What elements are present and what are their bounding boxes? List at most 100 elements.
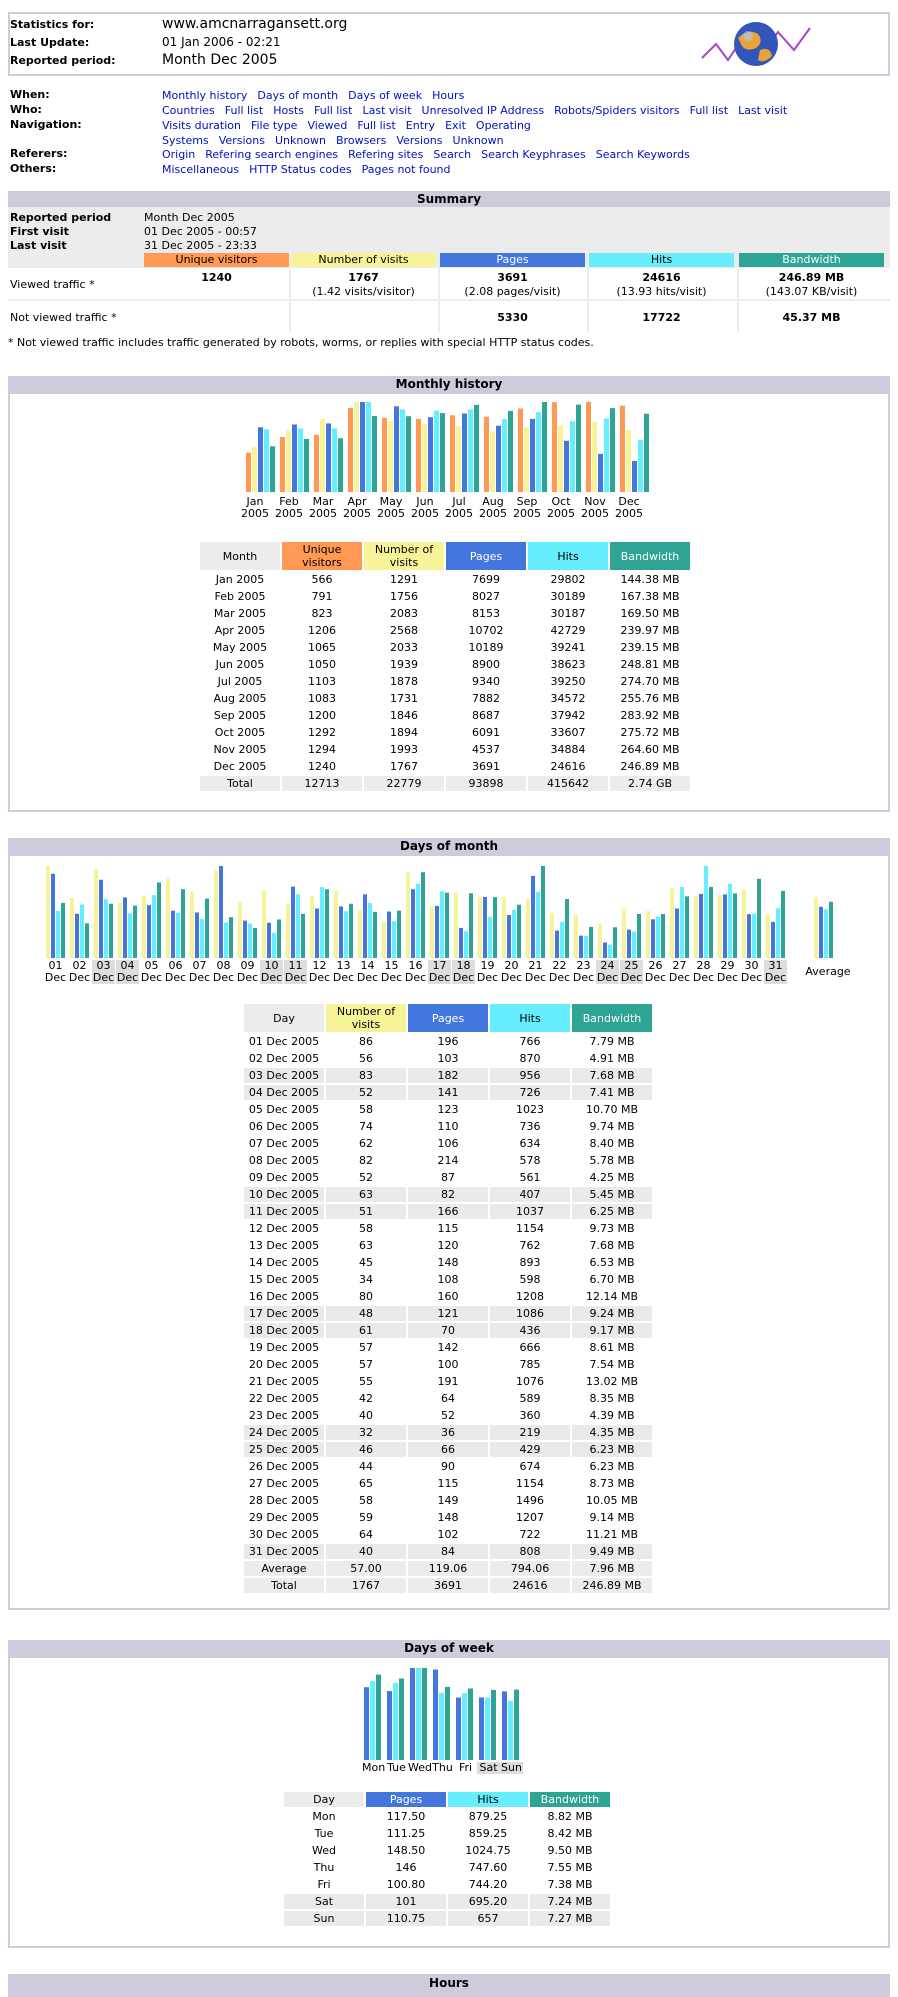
- summary-viewed-value: 246.89 MB: [778, 271, 845, 284]
- days-axis-day: 29: [720, 959, 735, 972]
- nav-link[interactable]: HTTP Status codes: [249, 163, 352, 176]
- nav-link[interactable]: Versions: [396, 134, 443, 147]
- nav-link[interactable]: Robots/Spiders visitors: [554, 104, 680, 117]
- nav-link[interactable]: Refering search engines: [205, 148, 339, 161]
- table-cell: 1496: [516, 1494, 544, 1507]
- nav-link[interactable]: Viewed: [307, 119, 348, 132]
- days-axis-label: 13 Dec: [332, 960, 355, 984]
- table-cell: 1154: [516, 1222, 544, 1235]
- nav-link[interactable]: Hosts: [273, 104, 304, 117]
- average-bar: [829, 901, 833, 958]
- table-cell: 1037: [490, 1204, 570, 1219]
- table-cell: 141: [408, 1085, 488, 1100]
- days-axis-month: Dec: [284, 971, 307, 984]
- bandwidth-bar: [406, 416, 411, 492]
- nav-link[interactable]: Search: [433, 148, 472, 161]
- pages-bar: [75, 913, 79, 958]
- table-row: Sun 110.75 657 7.27 MB: [284, 1911, 610, 1926]
- table-cell: 110.75: [366, 1911, 446, 1926]
- table-cell: 762: [519, 1239, 541, 1252]
- hits-bar: [344, 911, 348, 958]
- pages-bar: [219, 866, 223, 958]
- hits-bar: [632, 931, 636, 958]
- monthly-axis-year: 2005: [275, 507, 303, 520]
- visits-bar: [286, 430, 291, 492]
- days-axis-label: 31 Dec: [764, 960, 787, 984]
- visits-bar: [718, 894, 722, 958]
- nav-link[interactable]: File type: [250, 119, 298, 132]
- table-column-header: Pages: [446, 542, 526, 570]
- hits-bar: [508, 1701, 513, 1760]
- pages-bar: [291, 886, 295, 958]
- nav-link[interactable]: Hours: [432, 89, 465, 102]
- nav-link[interactable]: Unknown: [452, 134, 504, 147]
- table-cell: 33607: [550, 726, 586, 739]
- visits-bar: [598, 923, 602, 958]
- table-cell: 28 Dec 2005: [248, 1494, 320, 1507]
- nav-link[interactable]: Miscellaneous: [162, 163, 240, 176]
- nav-link[interactable]: Full list: [357, 119, 396, 132]
- days-axis-day: 13: [336, 959, 351, 972]
- days-axis-day: 07: [192, 959, 207, 972]
- hits-bar: [128, 913, 132, 958]
- table-row: 05 Dec 2005 58 123 1023 10.70 MB: [244, 1102, 652, 1117]
- nav-link[interactable]: Monthly history: [162, 89, 248, 102]
- pages-bar: [387, 1691, 392, 1760]
- table-cell: Average: [244, 1561, 324, 1576]
- nav-link[interactable]: Last visit: [738, 104, 788, 117]
- table-row: 10 Dec 2005 63 82 407 5.45 MB: [244, 1187, 652, 1202]
- nav-link[interactable]: Versions: [218, 134, 265, 147]
- table-cell: 70: [408, 1323, 488, 1338]
- visits-bar: [238, 902, 242, 958]
- visits-bar: [320, 418, 325, 492]
- days-axis-label: 23 Dec: [572, 960, 595, 984]
- nav-link[interactable]: Search Keywords: [595, 148, 690, 161]
- table-cell: 8.40 MB: [589, 1137, 635, 1150]
- table-cell: 02 Dec 2005: [248, 1052, 320, 1065]
- bandwidth-bar: [445, 1686, 450, 1760]
- nav-link[interactable]: Pages not found: [361, 163, 451, 176]
- table-cell: 726: [490, 1085, 570, 1100]
- nav-link[interactable]: Full list: [689, 104, 729, 117]
- nav-link[interactable]: Search Keyphrases: [481, 148, 586, 161]
- table-cell: 2.74 GB: [610, 776, 690, 791]
- nav-link[interactable]: Days of month: [257, 89, 339, 102]
- days-axis-label: 06 Dec: [164, 960, 187, 984]
- table-cell: 219: [490, 1425, 570, 1440]
- nav-link[interactable]: Origin: [162, 148, 196, 161]
- table-cell: 108: [437, 1273, 459, 1286]
- pages-bar: [51, 873, 55, 958]
- nav-link[interactable]: Refering sites: [348, 148, 424, 161]
- table-cell: 407: [490, 1187, 570, 1202]
- nav-link[interactable]: Visits duration: [162, 119, 241, 132]
- bandwidth-bar: [517, 904, 521, 958]
- bandwidth-bar: [589, 926, 593, 958]
- table-cell: 52: [326, 1085, 406, 1100]
- bandwidth-bar: [270, 446, 275, 492]
- days-axis-day: 22: [552, 959, 567, 972]
- nav-link[interactable]: Days of week: [348, 89, 423, 102]
- days-axis-label: 30 Dec: [740, 960, 763, 984]
- bandwidth-bar: [304, 438, 309, 492]
- nav-link[interactable]: Countries: [162, 104, 215, 117]
- hits-bar: [56, 910, 60, 958]
- bandwidth-bar: [709, 886, 713, 958]
- days-of-week-chart: [364, 1668, 519, 1760]
- table-row: Tue 111.25 859.25 8.42 MB: [284, 1826, 610, 1841]
- table-cell: 1207: [516, 1511, 544, 1524]
- nav-link[interactable]: Last visit: [362, 104, 412, 117]
- nav-link[interactable]: Browsers: [336, 134, 387, 147]
- nav-link[interactable]: Full list: [314, 104, 353, 117]
- nav-link[interactable]: Operating Systems: [162, 119, 531, 147]
- nav-link[interactable]: Full list: [224, 104, 264, 117]
- nav-link[interactable]: Entry: [405, 119, 436, 132]
- table-cell: 07 Dec 2005: [248, 1137, 320, 1150]
- table-row: Mar 2005 823 2083 8153 30187 169.50 MB: [200, 606, 690, 621]
- pages-bar: [496, 425, 501, 492]
- summary-column-header: Hits: [589, 253, 734, 267]
- nav-link[interactable]: Unresolved IP Address: [421, 104, 545, 117]
- table-cell: 859.25: [468, 1827, 508, 1840]
- nav-link[interactable]: Exit: [445, 119, 466, 132]
- nav-link[interactable]: Unknown: [274, 134, 327, 147]
- table-cell: 191: [437, 1375, 459, 1388]
